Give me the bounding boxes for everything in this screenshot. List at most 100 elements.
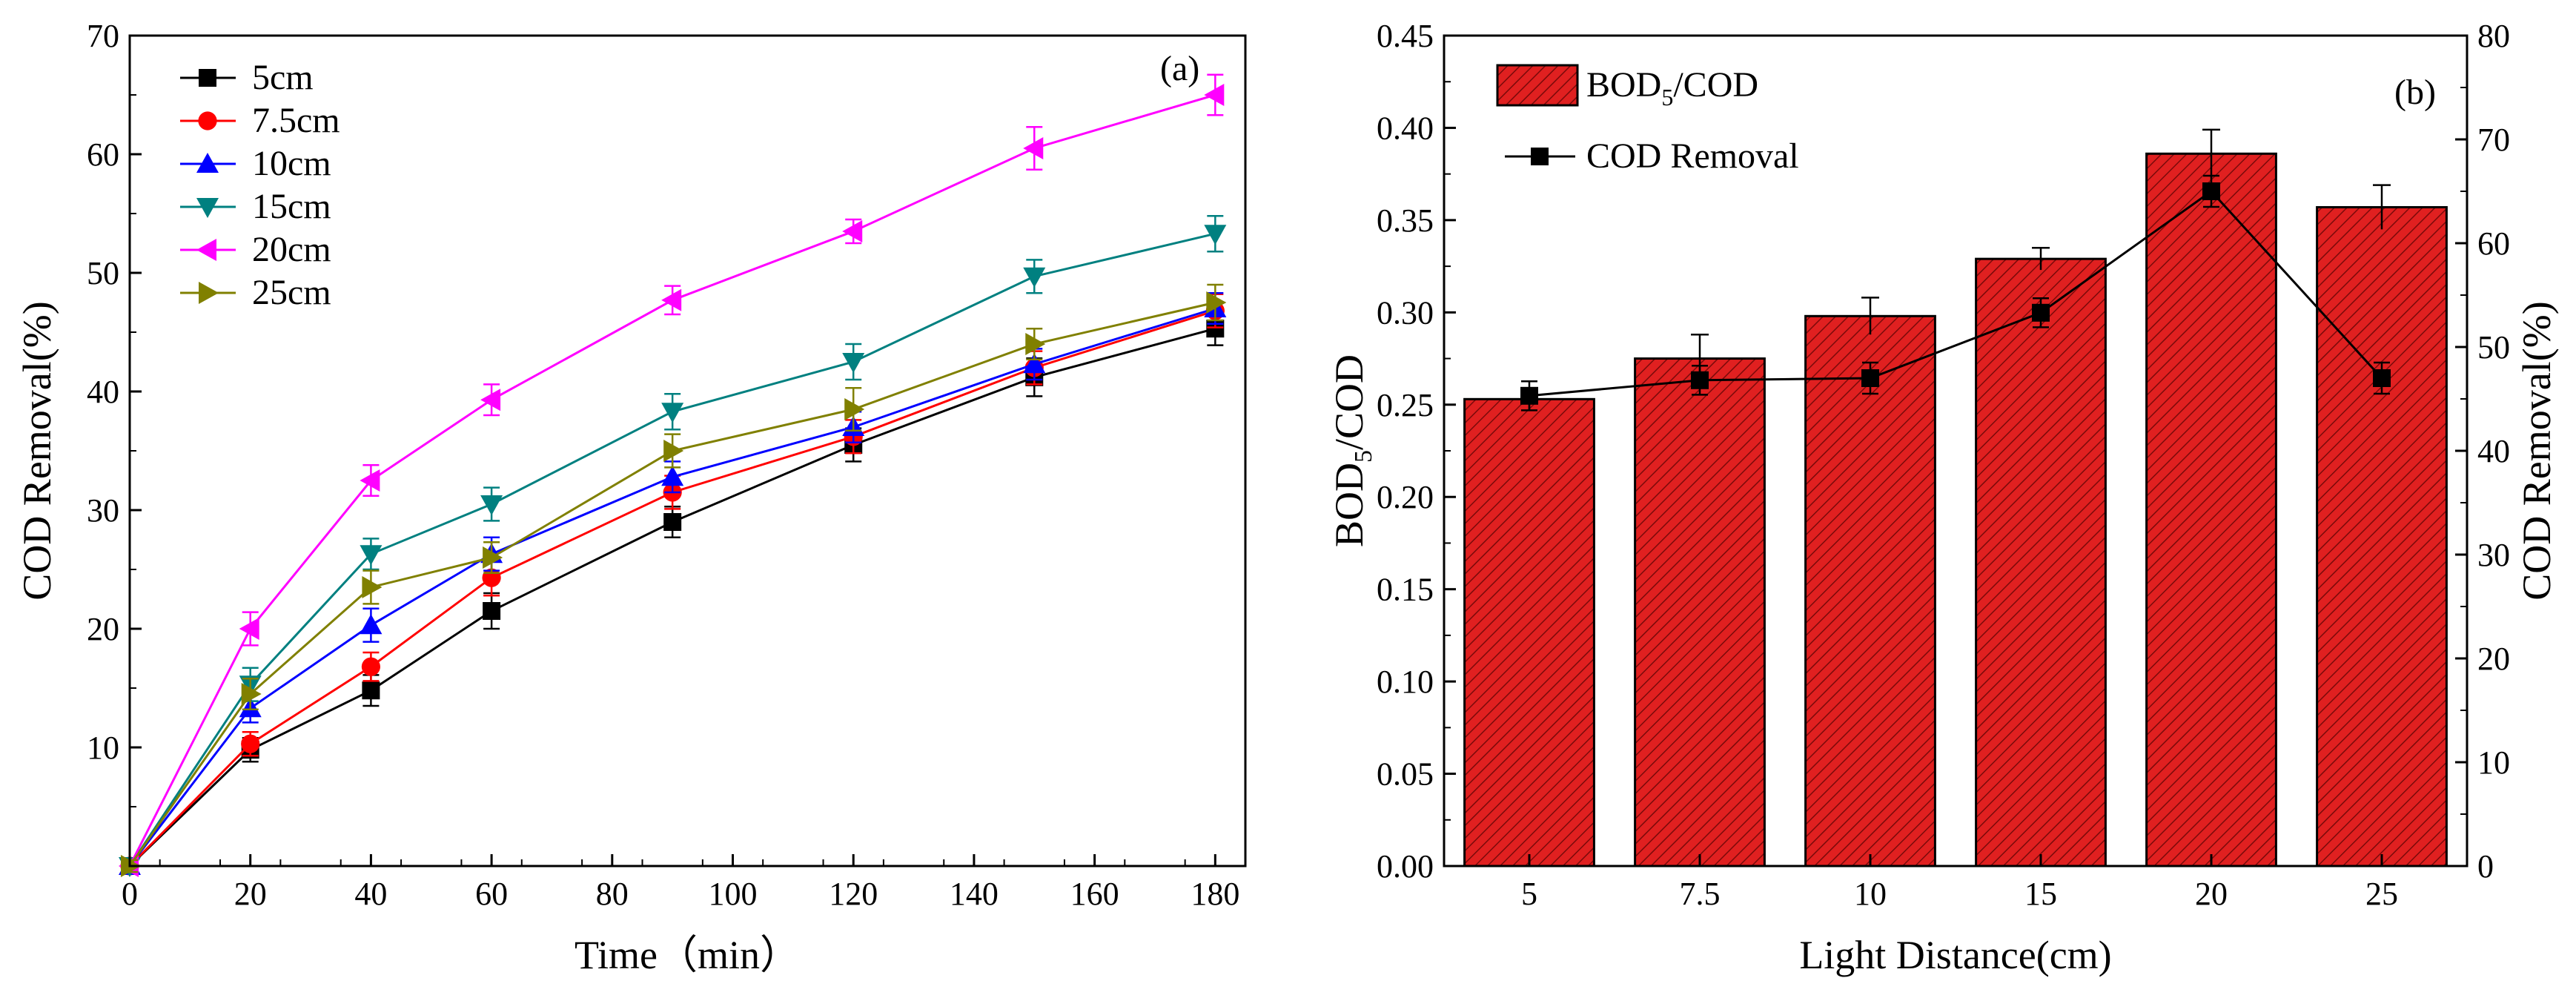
legend-bar-label-main: BOD — [1586, 65, 1661, 105]
data-point-25cm — [483, 546, 503, 569]
legend-bar-label-tail: /COD — [1673, 65, 1758, 105]
data-point-5cm — [663, 513, 682, 531]
panel-a-plot-area — [119, 73, 1227, 877]
panel-a-xlabel: Time（min） — [575, 933, 800, 977]
series-line-25cm — [128, 301, 1216, 867]
panel-b-ticks: 5 7.5 10 15 20 25 0.00 0.05 0.10 0.15 0.20 0.25 0.30… — [1377, 18, 2510, 912]
x-tick-label: 0 — [122, 876, 138, 912]
panel-a-legend: 5cm 7.5cm 10cm 15cm 20cm 25cm — [180, 58, 340, 312]
legend-marker-20cm — [196, 239, 216, 261]
legend-bar-label: BOD5/COD — [1586, 65, 1758, 110]
data-point-15cm — [360, 545, 383, 566]
y-tick-label: 50 — [87, 255, 119, 291]
y-left-tick-label: 0.35 — [1377, 202, 1434, 239]
data-point-25cm — [362, 576, 383, 598]
legend-label-25cm: 25cm — [252, 273, 331, 312]
legend-label-5cm: 5cm — [252, 58, 314, 97]
data-point-20cm — [360, 469, 380, 492]
legend-label-7.5cm: 7.5cm — [252, 101, 340, 140]
panel-b-ylabel-left: BOD5/COD — [1327, 354, 1377, 547]
legend-label-20cm: 20cm — [252, 230, 331, 269]
data-point-20cm — [1204, 84, 1225, 106]
panel-b-ylabel-left-sub: 5 — [1350, 450, 1377, 463]
x-tick-label: 100 — [709, 876, 758, 912]
data-point-10cm — [360, 614, 383, 635]
y-tick-label: 20 — [87, 611, 119, 647]
series-line-15cm — [128, 232, 1216, 867]
data-point-25cm — [663, 440, 684, 462]
data-point-7.5cm — [361, 657, 381, 676]
legend-marker-5cm — [199, 69, 216, 87]
data-point-25cm — [1206, 291, 1227, 314]
cod-removal-point-7.5 — [1691, 371, 1709, 389]
bar-7.5 — [1634, 357, 1766, 868]
y-right-tick-label: 50 — [2477, 329, 2510, 366]
panel-b-ylabel-left-main: BOD — [1327, 463, 1371, 547]
panel-b-ylabel-right: COD Removal(%) — [2514, 301, 2559, 600]
x-tick-label: 15 — [2024, 876, 2057, 912]
cod-removal-point-5 — [1520, 386, 1538, 405]
y-left-tick-label: 0.45 — [1377, 18, 1434, 54]
series-line-20cm — [128, 93, 1216, 867]
y-left-tick-label: 0.00 — [1377, 848, 1434, 885]
cod-removal-point-25 — [2373, 369, 2391, 387]
legend-marker-10cm — [196, 153, 219, 173]
y-left-tick-label: 0.20 — [1377, 479, 1434, 515]
series-line-7.5cm — [128, 309, 1216, 868]
series-line-10cm — [128, 307, 1216, 867]
data-point-15cm — [1023, 267, 1046, 288]
data-point-20cm — [842, 220, 863, 242]
data-point-5cm — [362, 681, 380, 700]
y-tick-label: 30 — [87, 492, 119, 529]
data-point-15cm — [842, 353, 865, 373]
bar-20 — [2145, 152, 2277, 868]
y-right-tick-label: 10 — [2477, 744, 2510, 781]
legend-marker-15cm — [196, 198, 219, 218]
x-tick-label: 80 — [596, 876, 629, 912]
panel-b: 5 7.5 10 15 20 25 0.00 0.05 0.10 0.15 0.20 0.25 0.30… — [1327, 18, 2559, 977]
y-right-tick-label: 70 — [2477, 122, 2510, 158]
series-line-5cm — [128, 327, 1216, 868]
legend-label-10cm: 10cm — [252, 144, 331, 183]
data-point-25cm — [1025, 333, 1046, 355]
y-left-tick-label: 0.40 — [1377, 110, 1434, 146]
y-right-tick-label: 40 — [2477, 433, 2510, 469]
panel-a-ticks: 0 20 40 60 80 100 120 140 160 180 10 20 30 40 50 60 70 — [87, 18, 1239, 912]
data-point-10cm — [1023, 353, 1046, 374]
y-tick-label: 40 — [87, 374, 119, 410]
y-right-tick-label: 30 — [2477, 537, 2510, 573]
panel-b-xlabel: Light Distance(cm) — [1799, 933, 2111, 977]
series-20cm — [119, 73, 1225, 877]
x-tick-label: 180 — [1191, 876, 1239, 912]
panel-b-ylabel-left-tail: /COD — [1327, 354, 1371, 450]
data-point-15cm — [1204, 225, 1227, 245]
data-point-7.5cm — [241, 734, 260, 753]
y-left-tick-label: 0.10 — [1377, 664, 1434, 700]
legend-line-marker — [1531, 148, 1549, 165]
cod-removal-point-20 — [2202, 182, 2220, 200]
y-tick-label: 60 — [87, 136, 119, 173]
y-tick-label: 10 — [87, 730, 119, 766]
x-tick-label: 25 — [2365, 876, 2398, 912]
y-tick-label: 70 — [87, 18, 119, 54]
data-point-20cm — [239, 618, 259, 640]
data-point-20cm — [1023, 137, 1044, 159]
data-point-5cm — [483, 602, 501, 620]
panel-a-ylabel: COD Removal(%) — [15, 301, 59, 600]
x-tick-label: 40 — [354, 876, 387, 912]
data-point-20cm — [661, 288, 682, 311]
y-left-tick-label: 0.25 — [1377, 387, 1434, 423]
cod-removal-point-15 — [2032, 303, 2050, 322]
legend-bar-label-sub: 5 — [1661, 84, 1673, 110]
bar-10 — [1804, 314, 1936, 868]
y-right-tick-label: 0 — [2477, 848, 2494, 885]
series-25cm — [121, 283, 1227, 877]
bar-25 — [2316, 205, 2448, 868]
x-tick-label: 20 — [2195, 876, 2228, 912]
y-left-tick-label: 0.30 — [1377, 294, 1434, 331]
bar-5 — [1463, 397, 1595, 868]
x-tick-label: 7.5 — [1680, 876, 1721, 912]
data-point-25cm — [241, 683, 262, 705]
data-point-10cm — [661, 466, 684, 486]
x-tick-label: 120 — [829, 876, 878, 912]
